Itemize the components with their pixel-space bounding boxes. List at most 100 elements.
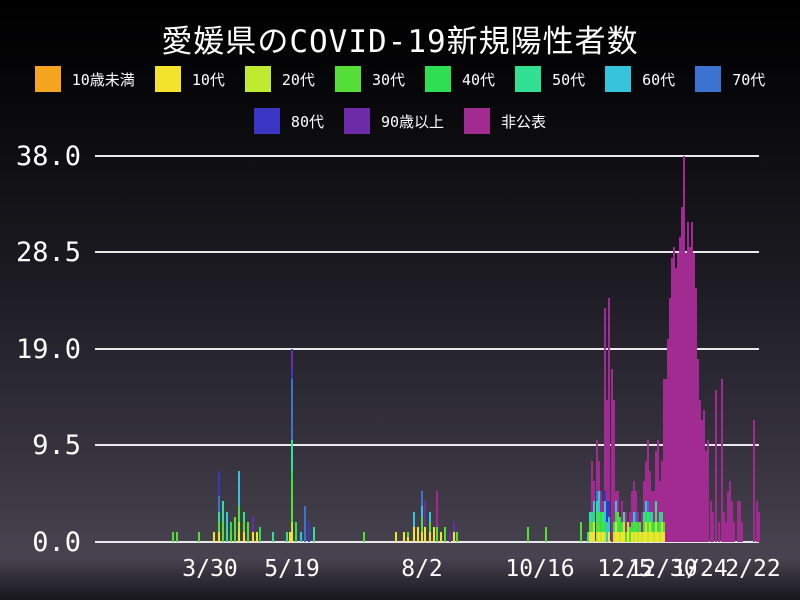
bar (758, 511, 760, 542)
bar (545, 526, 547, 542)
bar-segment-a30 (598, 511, 600, 532)
bar (291, 349, 293, 542)
bar-segment-a40 (604, 521, 606, 532)
bar-segment-na (715, 389, 717, 542)
bar (699, 399, 701, 542)
bar (604, 308, 606, 542)
legend-label: 70代 (732, 70, 766, 89)
bar-segment-a20 (627, 521, 629, 532)
bar (363, 531, 365, 542)
bar-segment-a50 (623, 511, 625, 522)
bar-segment-a80 (291, 369, 293, 380)
bar-segment-na (604, 308, 606, 492)
bar-segment-a60 (300, 531, 302, 542)
bar-segment-na (631, 491, 633, 522)
bar (598, 460, 600, 542)
bar-segment-a30 (407, 531, 409, 537)
bar-segment-a40 (649, 511, 651, 522)
bar-segment-na (712, 511, 714, 542)
bar-segment-a30 (659, 521, 661, 532)
bar (238, 470, 240, 542)
bar-segment-na (733, 521, 735, 542)
bar-segment-a20 (647, 531, 649, 542)
bar-segment-a10 (617, 531, 619, 542)
legend-label: 90歳以上 (380, 112, 445, 131)
bar (407, 531, 409, 542)
bar (727, 491, 729, 542)
bar-segment-a60 (659, 511, 661, 522)
bar (611, 369, 613, 542)
gridline-38.0 (95, 155, 759, 157)
bar-segment-a30 (444, 526, 446, 542)
bar-segment-a70 (291, 379, 293, 441)
bar (721, 379, 723, 542)
bar (417, 526, 419, 542)
legend-swatch-a0 (34, 66, 61, 92)
bar-segment-a60 (606, 521, 608, 542)
legend-label: 30代 (371, 70, 405, 89)
bar-segment-a10 (621, 531, 623, 542)
bar (683, 156, 685, 542)
x-tick-label: 5/19 (264, 556, 320, 582)
bar (639, 521, 641, 542)
bar-segment-a10 (643, 531, 645, 542)
bar (631, 491, 633, 542)
bar (733, 521, 735, 542)
bar-segment-a60 (598, 491, 600, 512)
bar-segment-na (602, 501, 604, 512)
bar-segment-a30 (238, 506, 240, 522)
bar-segment-a20 (238, 521, 240, 532)
bar-segment-a30 (580, 521, 582, 542)
bar-segment-a30 (421, 516, 423, 532)
legend-swatch-a20 (244, 66, 271, 92)
bar (659, 481, 661, 542)
bar-segment-na (600, 491, 602, 512)
bar-segment-na (593, 481, 595, 502)
bar (687, 222, 689, 542)
bar-segment-na (723, 511, 725, 542)
bar-segment-a30 (635, 521, 637, 532)
bar-segment-na (436, 491, 438, 527)
bar-segment-na (683, 156, 685, 542)
bar (252, 516, 254, 542)
bar (453, 521, 455, 542)
legend-label: 10歳未満 (71, 70, 135, 89)
bar-segment-a30 (429, 521, 431, 532)
gridline-19.0 (95, 348, 759, 350)
bar (300, 531, 302, 542)
bar-segment-a10 (256, 531, 258, 542)
bar (701, 420, 703, 542)
bar-segment-a70 (647, 501, 649, 512)
bar-segment-a10 (421, 531, 423, 542)
legend-item-a30: 30代 (334, 66, 405, 92)
legend-row-2: 80代 90歳以上 非公表 (0, 108, 800, 134)
bar (729, 481, 731, 542)
bar-segment-na (635, 491, 637, 512)
bar-segment-a10 (429, 531, 431, 542)
bar-segment-a30 (655, 511, 657, 522)
bar-segment-na (681, 206, 683, 542)
legend-item-a10: 10代 (154, 66, 225, 92)
bar-segment-a50 (643, 511, 645, 522)
bar (679, 237, 681, 542)
bar-segment-a30 (527, 526, 529, 542)
bar-segment-na (677, 252, 679, 542)
bar-segment-a40 (619, 516, 621, 532)
bar-segment-a30 (198, 531, 200, 542)
bar (621, 501, 623, 542)
bar (424, 501, 426, 542)
bar-segment-a10 (238, 531, 240, 542)
bar (671, 257, 673, 542)
legend-label: 非公表 (501, 112, 547, 131)
bar-segment-na (645, 460, 647, 502)
bar (198, 531, 200, 542)
bar (629, 511, 631, 542)
bar (661, 460, 663, 542)
bar-segment-a30 (456, 531, 458, 542)
bar-segment-a20 (645, 521, 647, 532)
bar-segment-na (737, 501, 739, 542)
bar-segment-na (691, 222, 693, 542)
bar (304, 506, 306, 542)
bar-segment-a30 (647, 521, 649, 532)
